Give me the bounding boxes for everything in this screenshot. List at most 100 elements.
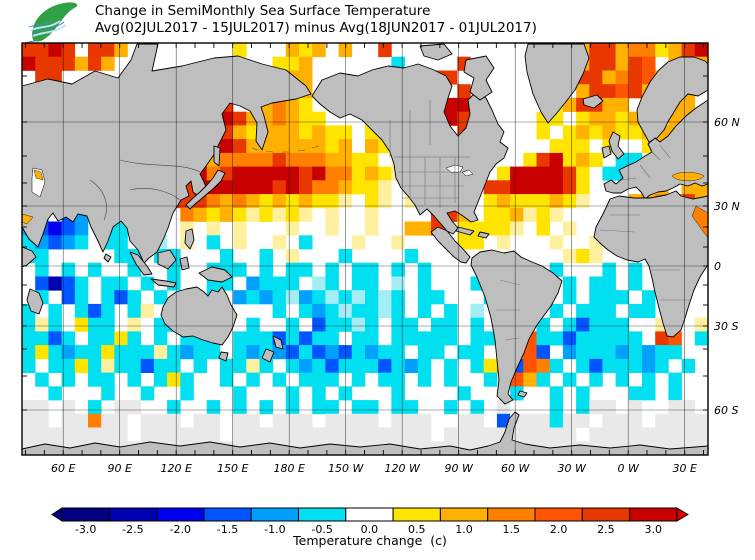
wave-icon (32, 24, 67, 37)
land-madagascar (26, 288, 44, 315)
lon-label: 180 E (273, 462, 304, 475)
colorbar-segment (581, 507, 631, 522)
leaf-icon (32, 2, 78, 42)
lon-axis-labels: 60 E 90 E 120 E 150 E 180 E 150 W 120 W 90 W 60 … (51, 462, 697, 475)
lon-label: 60 W (501, 462, 530, 475)
colorbar-tick-label: -2.5 (122, 523, 143, 536)
colorbar-tick-label: -2.0 (170, 523, 191, 536)
land-sri-lanka (103, 253, 112, 263)
colorbar-tick-label: -1.5 (217, 523, 238, 536)
colorbar-segment (392, 507, 441, 522)
lat-label: 0 (714, 260, 721, 273)
colorbar-segment (345, 507, 394, 522)
colorbar-segment (629, 507, 678, 522)
land-borneo (157, 249, 177, 270)
colorbar-tick-label: 2.5 (597, 523, 615, 536)
land-cuba (455, 226, 475, 236)
land-new-zealand-south (261, 348, 275, 363)
lon-label: 60 E (51, 462, 75, 475)
lon-label: 150 E (217, 462, 248, 475)
land-layer (21, 43, 709, 456)
land-greenland (524, 43, 590, 124)
chart-title: Change in SemiMonthly Sea Surface Temper… (95, 3, 431, 19)
colorbar-segment (61, 507, 110, 522)
asia-country-borders (89, 159, 201, 221)
land-philippines (184, 228, 195, 250)
colorbar-tick-label: 2.0 (550, 523, 568, 536)
grid-layer (22, 43, 708, 455)
lat-label: 60 N (714, 116, 740, 129)
land-sulawesi (179, 256, 190, 271)
tick-marks (22, 43, 708, 455)
land-sakhalin (213, 145, 221, 167)
colorbar-tick-label: 3.0 (645, 523, 663, 536)
colorbar-tick-label: 0.5 (408, 523, 426, 536)
aleutian-islands (251, 145, 320, 153)
land-baffin-island (463, 55, 495, 101)
lat-label: 60 S (714, 404, 738, 417)
us-state-borders (398, 157, 468, 208)
land-sumatra (129, 251, 153, 276)
colorbar: -3.0 -2.5 -2.0 -1.5 -1.0 -0.5 0.0 0.5 1.0 1.5 2.0 2… (51, 507, 689, 536)
wave-icon (28, 19, 54, 28)
wave-icon (30, 20, 61, 31)
africa-country-borders (599, 214, 690, 301)
land-ireland (601, 145, 612, 159)
agency-logo (24, 1, 82, 48)
world-map (21, 42, 709, 456)
colorbar-left-arrow (51, 507, 63, 522)
colorbar-segment (156, 507, 205, 522)
land-australia (160, 286, 238, 346)
colorbar-tick-label: -0.5 (311, 523, 332, 536)
south-america-country-borders (496, 279, 521, 341)
land-africa (593, 190, 709, 338)
colorbar-segment (250, 507, 299, 522)
lon-label: 120 W (385, 462, 421, 475)
colorbar-segment (439, 507, 489, 522)
canada-province-borders (389, 100, 431, 157)
lon-label: 30 W (558, 462, 587, 475)
lat-axis-labels: 60 N 30 N 0 30 S 60 S (714, 116, 740, 417)
caspian-anomaly (33, 169, 44, 181)
land-south-america (470, 249, 563, 405)
colorbar-tick-label: -3.0 (75, 523, 96, 536)
lon-label: 0 W (618, 462, 640, 475)
land-hispaniola (477, 231, 490, 239)
land-scandinavia (636, 56, 709, 143)
lon-label: 90 W (445, 462, 474, 475)
colorbar-tick-label: -1.0 (264, 523, 285, 536)
lon-label: 90 E (107, 462, 131, 475)
land-united-kingdom (608, 131, 625, 160)
black-sea-anomaly (671, 172, 705, 182)
land-falklands (517, 390, 528, 398)
chart-subtitle: Avg(02JUL2017 - 15JUL2017) minus Avg(18J… (95, 20, 537, 36)
colorbar-tick-label: 0.0 (361, 523, 379, 536)
lon-label: 120 E (160, 462, 191, 475)
colorbar-caption: Temperature change (c) (293, 533, 447, 548)
colorbar-tick-label: 1.0 (455, 523, 473, 536)
land-java (150, 278, 177, 288)
lat-label: 30 N (714, 200, 740, 213)
land-tasmania (218, 351, 229, 362)
colorbar-segment (108, 507, 158, 522)
lon-label: 30 E (672, 462, 696, 475)
lon-label: 150 W (328, 462, 364, 475)
colorbar-tick-label: 1.5 (503, 523, 521, 536)
colorbar-segment (487, 507, 536, 522)
land-iceland (582, 94, 604, 109)
lat-label: 30 S (714, 320, 738, 333)
colorbar-right-arrow (676, 507, 689, 522)
land-japan (185, 169, 226, 210)
wave-icon (31, 21, 65, 34)
land-antarctica (21, 411, 709, 456)
land-new-guinea (198, 266, 233, 283)
colorbar-segment (534, 507, 583, 522)
colorbar-segment (298, 507, 347, 522)
land-new-zealand-north (272, 335, 284, 350)
agency-logo-graphic (25, 2, 78, 48)
colorbar-segment (203, 507, 252, 522)
map-frame (21, 42, 709, 456)
europe-country-borders (621, 144, 671, 181)
